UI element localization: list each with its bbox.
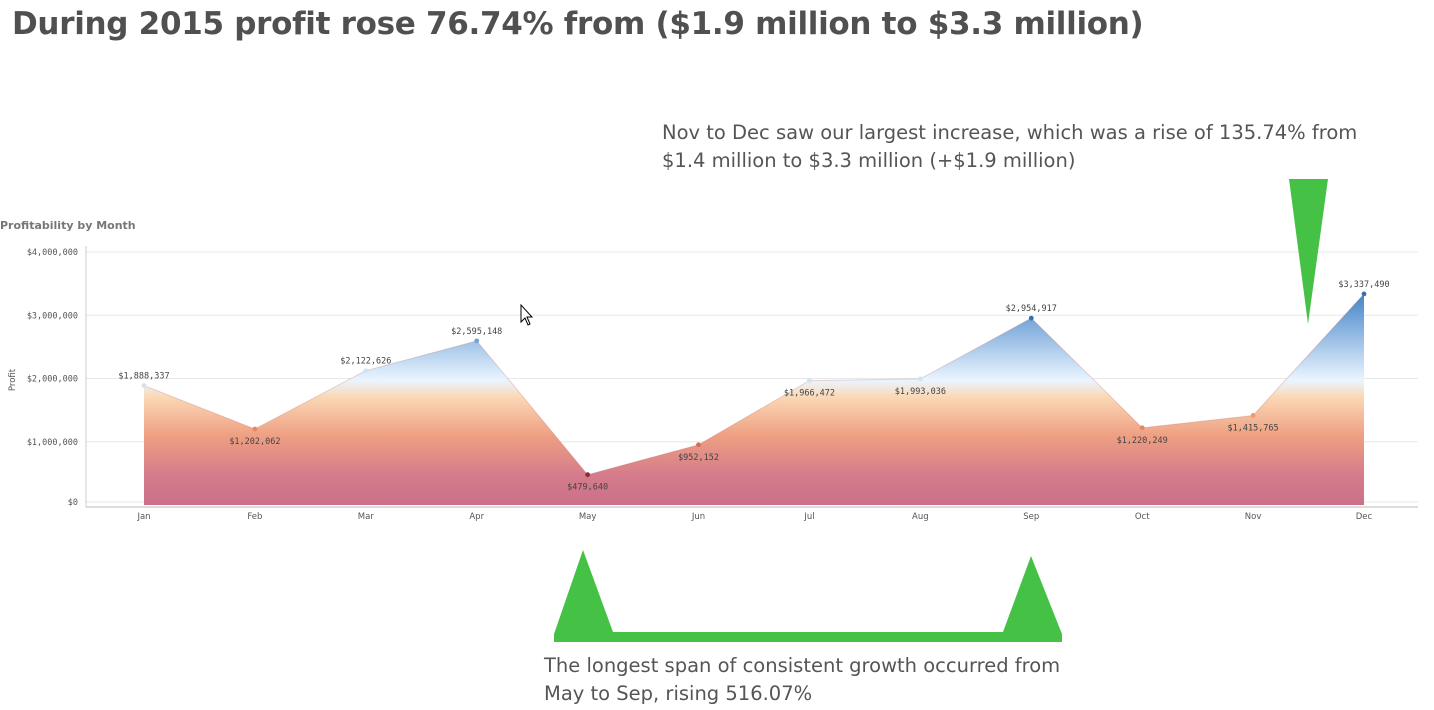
axes	[85, 246, 1418, 508]
highlight-bracket-may-sep	[554, 550, 1062, 642]
y-axis-label: Profit	[8, 368, 18, 391]
x-tick-label: Apr	[469, 512, 484, 522]
data-label: $2,122,626	[340, 357, 391, 367]
data-point-jan[interactable]	[141, 383, 147, 388]
data-label: $1,220,249	[1117, 436, 1168, 446]
annotation-growth-span: The longest span of consistent growth oc…	[544, 654, 1061, 705]
data-point-nov[interactable]	[1250, 413, 1256, 418]
data-point-aug[interactable]	[917, 376, 923, 382]
profit-area	[144, 293, 1364, 505]
data-point-oct[interactable]	[1139, 425, 1145, 431]
highlight-arrow-dec	[1289, 179, 1328, 324]
y-tick-label: $2,000,000	[27, 375, 78, 385]
data-label: $2,595,148	[451, 327, 502, 337]
data-labels: $1,888,337 $1,202,062 $2,122,626 $2,595,148…	[118, 280, 1389, 493]
x-tick-label: Jul	[803, 512, 814, 522]
data-label: $479,640	[567, 483, 608, 493]
data-point-jun[interactable]	[696, 442, 701, 448]
data-points	[141, 291, 1367, 478]
x-tick-label: May	[579, 512, 597, 522]
data-point-jul[interactable]	[807, 378, 812, 384]
data-label: $1,415,765	[1227, 423, 1278, 433]
annotation-largest-increase: Nov to Dec saw our largest increase, whi…	[662, 121, 1358, 172]
data-label: $1,993,036	[895, 387, 946, 397]
chart-title: Profitability by Month	[0, 219, 136, 232]
data-label: $1,966,472	[784, 389, 835, 399]
x-tick-label: Oct	[1135, 512, 1150, 522]
x-tick-labels: Jan Feb Mar Apr May Jun Jul Aug Sep Oct Nov Dec	[136, 512, 1372, 522]
data-point-apr[interactable]	[474, 338, 480, 344]
data-point-mar[interactable]	[363, 368, 369, 374]
x-tick-label: Mar	[358, 512, 375, 522]
x-tick-label: Nov	[1245, 512, 1262, 522]
data-label: $1,888,337	[118, 372, 169, 382]
x-tick-label: Dec	[1356, 512, 1373, 522]
page-headline: During 2015 profit rose 76.74% from ($1.…	[12, 6, 1144, 42]
data-point-dec[interactable]	[1361, 291, 1367, 297]
x-tick-label: Aug	[912, 512, 929, 522]
data-label: $3,337,490	[1338, 280, 1389, 290]
y-tick-label: $0	[68, 498, 78, 508]
x-tick-label: Jan	[136, 512, 150, 522]
y-tick-labels: $0 $1,000,000 $2,000,000 $3,000,000 $4,000,0…	[27, 248, 78, 508]
data-label: $1,202,062	[229, 437, 280, 447]
data-point-feb[interactable]	[252, 426, 258, 432]
profit-line	[143, 293, 1365, 476]
y-tick-label: $4,000,000	[27, 248, 78, 258]
data-label: $952,152	[678, 453, 719, 463]
y-tick-label: $1,000,000	[27, 438, 78, 448]
data-point-may[interactable]	[585, 472, 591, 478]
y-tick-label: $3,000,000	[27, 311, 78, 321]
x-tick-label: Jun	[691, 512, 705, 522]
data-point-sep[interactable]	[1028, 315, 1034, 321]
x-tick-label: Feb	[247, 512, 262, 522]
x-tick-label: Sep	[1023, 512, 1039, 522]
mouse-cursor-icon	[520, 303, 534, 326]
data-label: $2,954,917	[1006, 304, 1057, 314]
